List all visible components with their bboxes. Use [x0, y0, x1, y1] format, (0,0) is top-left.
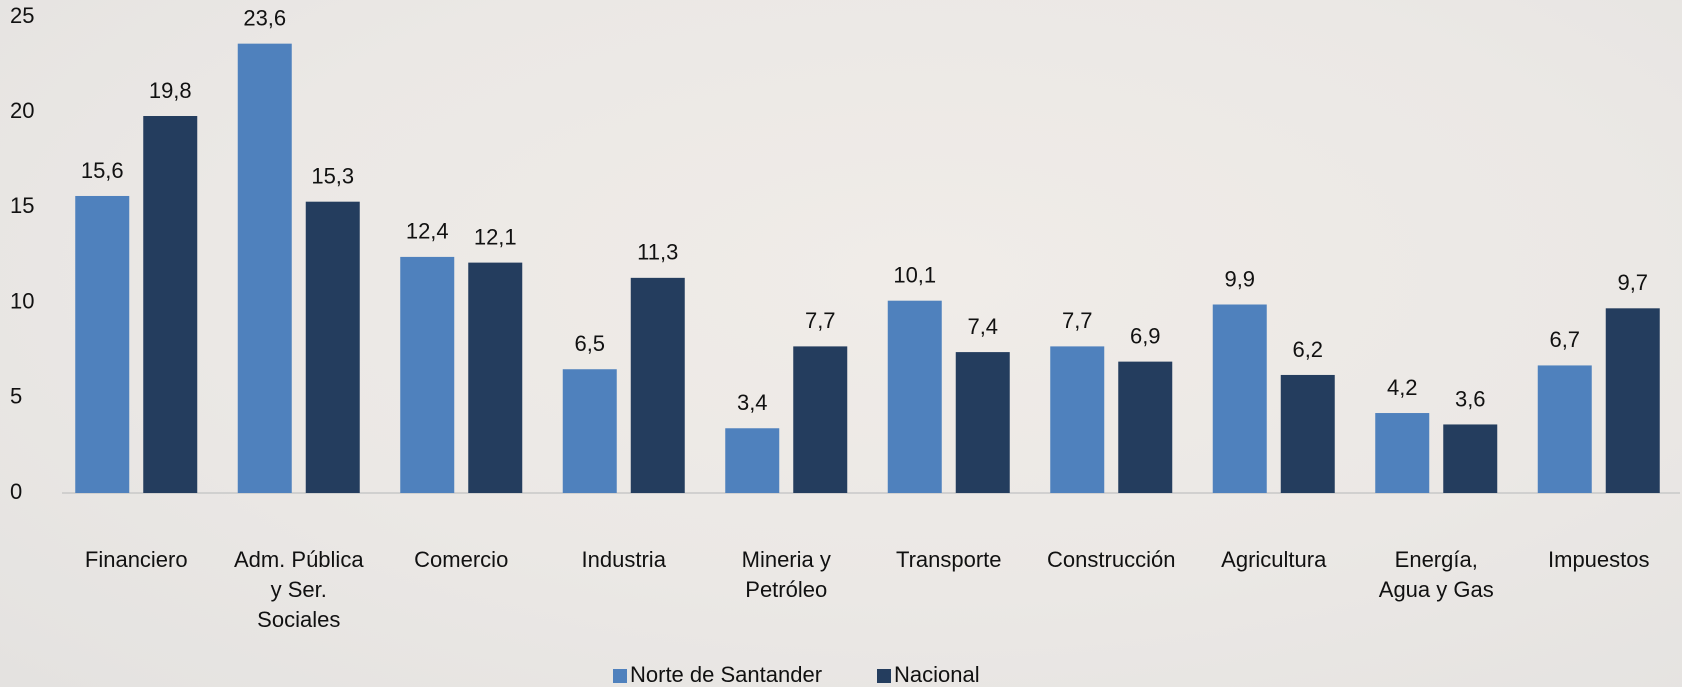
y-tick-label: 5 [10, 384, 22, 409]
y-tick-label: 0 [10, 479, 22, 504]
data-label: 12,1 [474, 224, 517, 249]
y-tick-label: 10 [10, 288, 34, 313]
bar [1118, 361, 1173, 493]
data-label: 7,4 [967, 314, 998, 339]
x-tick-label: Mineria y Petróleo [741, 547, 831, 602]
bar [725, 428, 780, 493]
bar [1212, 304, 1267, 493]
data-label: 12,4 [406, 219, 449, 244]
bar [1375, 413, 1430, 493]
legend-swatch [877, 669, 891, 683]
data-label: 7,7 [805, 308, 836, 333]
bar [143, 116, 198, 494]
data-label: 11,3 [637, 240, 678, 265]
x-tick-label: Energía, Agua y Gas [1378, 547, 1494, 602]
data-label: 6,7 [1549, 327, 1580, 352]
data-label: 10,1 [893, 263, 936, 288]
x-tick-label: Transporte [895, 547, 1002, 572]
y-tick-label: 25 [10, 3, 34, 28]
bar [955, 352, 1010, 493]
data-label: 9,9 [1224, 266, 1255, 291]
data-label: 3,6 [1455, 386, 1486, 411]
bar [562, 369, 617, 493]
bar [1280, 374, 1335, 493]
bar [75, 195, 130, 493]
bar [237, 43, 292, 493]
bar [400, 256, 455, 493]
bar [1050, 346, 1105, 493]
x-tick-label: Financiero [84, 547, 188, 572]
bar [1443, 424, 1498, 493]
y-tick-label: 20 [10, 98, 34, 123]
legend-label: Norte de Santander [630, 662, 822, 687]
data-label: 15,3 [311, 164, 354, 189]
bar [1605, 308, 1660, 493]
x-tick-label: Comercio [414, 547, 509, 572]
data-label: 23,6 [243, 5, 286, 30]
data-label: 3,4 [737, 390, 768, 415]
x-tick-label: Construcción [1047, 547, 1176, 572]
legend-swatch [613, 669, 627, 683]
x-tick-label: Agricultura [1221, 547, 1327, 572]
bar [793, 346, 848, 493]
data-label: 4,2 [1387, 375, 1418, 400]
bar [305, 201, 360, 494]
data-label: 7,7 [1062, 308, 1093, 333]
x-tick-label: Impuestos [1548, 547, 1650, 572]
y-tick-label: 15 [10, 193, 34, 218]
data-label: 6,2 [1292, 337, 1323, 362]
bar [630, 277, 685, 493]
legend-label: Nacional [894, 662, 980, 687]
x-tick-label: Adm. Pública y Ser. Sociales [233, 547, 364, 632]
bar [1537, 365, 1592, 493]
bar [468, 262, 523, 493]
data-label: 6,9 [1130, 323, 1161, 348]
data-label: 19,8 [149, 78, 192, 103]
data-label: 9,7 [1617, 270, 1648, 295]
x-tick-label: Industria [581, 547, 666, 572]
bar [887, 300, 942, 493]
data-label: 15,6 [81, 158, 124, 183]
data-label: 6,5 [574, 331, 605, 356]
